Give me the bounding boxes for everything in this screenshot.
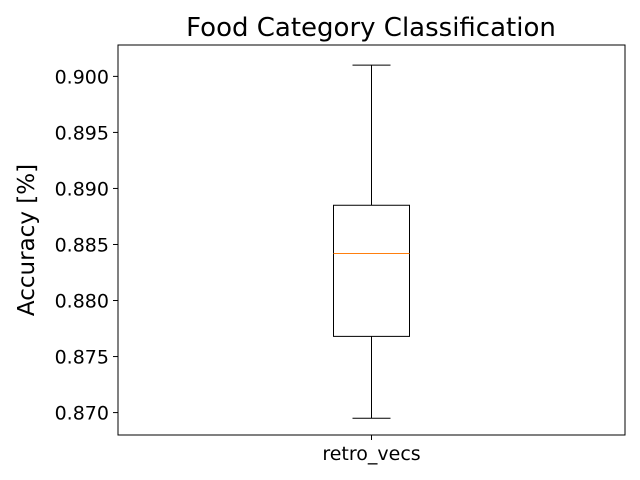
- y-axis-label: Accuracy [%]: [14, 164, 40, 316]
- y-axis-ticks: 0.870 0.875 0.880 0.885 0.890 0.895 0.900: [55, 66, 118, 425]
- iqr-box: [333, 204, 410, 337]
- y-tick-label: 0.885: [55, 234, 109, 256]
- x-tick-label: retro_vecs: [322, 443, 420, 465]
- y-tick-label: 0.870: [55, 403, 109, 425]
- box-group: [333, 64, 410, 419]
- y-tick-label: 0.880: [55, 291, 109, 313]
- y-tick-label: 0.890: [55, 178, 109, 200]
- plot-area-frame: [117, 44, 626, 436]
- chart-title: Food Category Classification: [186, 13, 556, 43]
- y-tick-label: 0.900: [55, 66, 109, 88]
- y-tick-label: 0.895: [55, 122, 109, 144]
- x-axis-ticks: retro_vecs: [322, 435, 421, 465]
- y-tick-label: 0.875: [55, 347, 109, 369]
